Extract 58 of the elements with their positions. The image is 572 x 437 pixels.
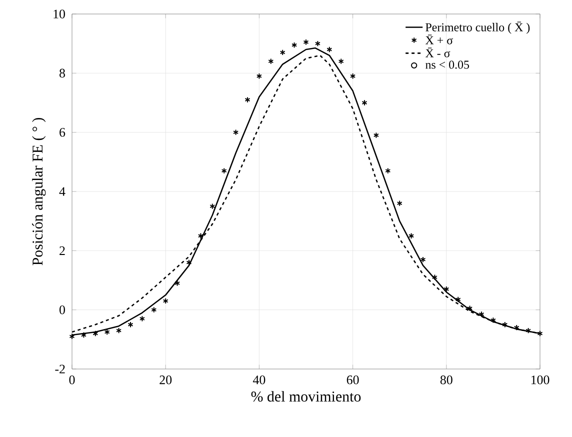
point — [116, 327, 122, 334]
y-tick-label: 6 — [60, 128, 66, 137]
point — [350, 73, 356, 80]
point — [162, 298, 168, 304]
point — [444, 286, 450, 292]
y-tick-label: 8 — [60, 68, 65, 78]
x-tick-label: 0 — [69, 376, 75, 384]
point — [408, 232, 414, 239]
y-tick-label: -2 — [55, 364, 65, 374]
point — [373, 132, 379, 138]
point — [326, 46, 332, 53]
point — [432, 274, 438, 280]
point — [314, 40, 320, 47]
point — [338, 58, 344, 64]
point — [490, 317, 496, 324]
point — [221, 168, 227, 174]
point — [151, 306, 157, 313]
point — [186, 259, 192, 266]
point — [303, 39, 309, 46]
point — [385, 168, 391, 174]
x-tick-label: 40 — [252, 376, 266, 384]
point — [396, 200, 402, 206]
point — [467, 305, 473, 312]
x-tick-label: 60 — [346, 376, 359, 384]
point — [174, 280, 180, 286]
point — [92, 330, 98, 337]
point — [104, 328, 110, 336]
point — [280, 49, 286, 56]
point — [362, 100, 368, 106]
point — [292, 42, 298, 48]
point — [210, 203, 216, 210]
point — [268, 58, 274, 64]
legend-label: ns < 0.05 — [426, 60, 470, 69]
x-axis-title: % del movimiento — [251, 391, 361, 402]
point — [233, 129, 239, 136]
point — [128, 322, 134, 328]
point — [244, 96, 250, 103]
point — [455, 296, 461, 303]
y-axis-title: Posición angular FE ( ° ) — [32, 118, 46, 266]
point — [256, 73, 262, 80]
y-tick-label: 0 — [60, 305, 65, 314]
y-tick-label: 10 — [54, 10, 65, 18]
point — [526, 327, 532, 334]
point — [514, 324, 520, 331]
point — [139, 316, 145, 322]
point — [80, 332, 86, 338]
point — [502, 322, 508, 328]
point — [198, 232, 204, 239]
x-tick-label: 20 — [160, 376, 172, 384]
x-tick-label: 100 — [531, 376, 550, 384]
x-tick-label: 80 — [440, 376, 452, 384]
point — [478, 311, 484, 318]
point — [420, 256, 426, 263]
legend-label: X̄ + σ — [426, 34, 453, 44]
legend-label: Perimetro cuello ( X̄ ) — [426, 22, 530, 34]
y-tick-label: 4 — [59, 187, 66, 196]
y-tick-label: 2 — [60, 246, 65, 255]
legend-label: X̄ - σ — [426, 48, 450, 58]
